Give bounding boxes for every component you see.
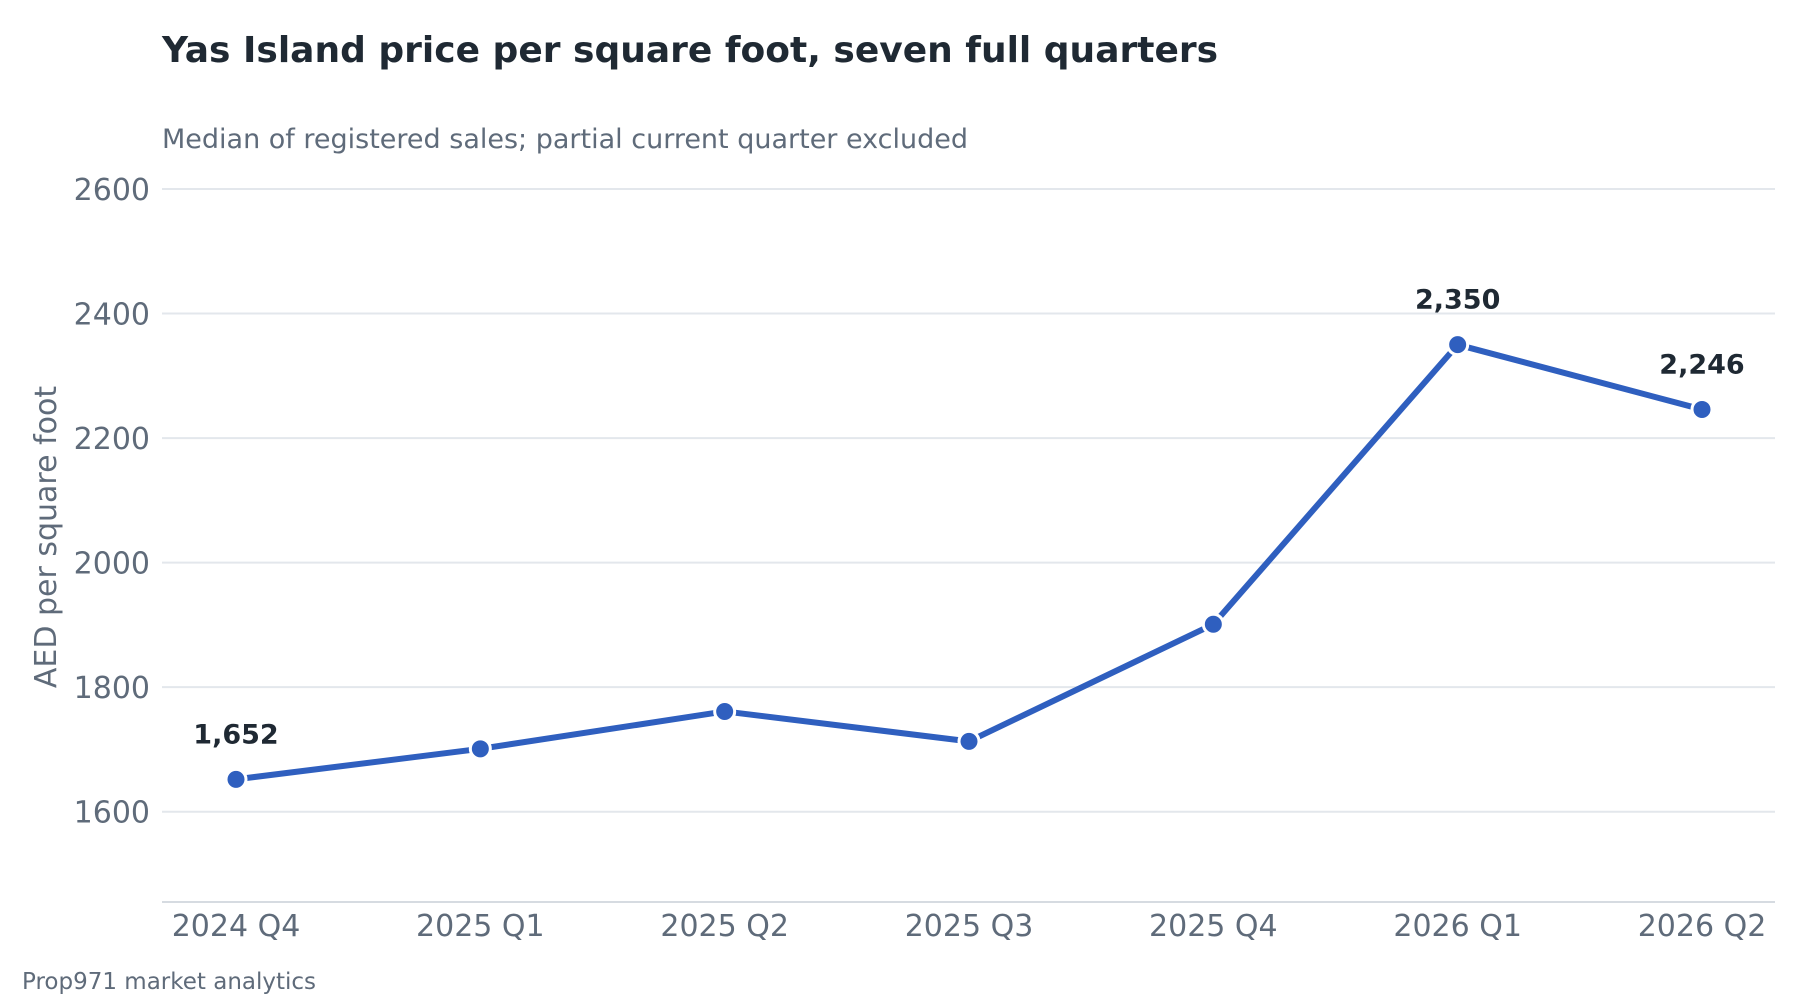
data-point (1201, 612, 1225, 636)
data-label: 1,652 (193, 719, 278, 750)
x-tick-label: 2024 Q4 (172, 909, 301, 944)
y-tick-label: 2000 (74, 547, 150, 582)
data-point (468, 737, 492, 761)
y-tick-label: 2200 (74, 422, 150, 457)
chart-title: Yas Island price per square foot, seven … (161, 30, 1218, 71)
data-point (713, 699, 737, 723)
x-tick-label: 2025 Q2 (660, 909, 789, 944)
gridlines (162, 188, 1775, 813)
x-tick-label: 2025 Q3 (905, 909, 1034, 944)
y-axis-ticks: 1600 1800 2000 2200 2400 2600 (74, 173, 150, 831)
y-tick-label: 2400 (74, 298, 150, 333)
y-tick-label: 1600 (74, 796, 150, 831)
data-point (957, 729, 981, 753)
x-axis-ticks: 2024 Q4 2025 Q1 2025 Q2 2025 Q3 2025 Q4 2026 … (172, 909, 1767, 944)
y-tick-label: 1800 (74, 671, 150, 706)
x-tick-label: 2026 Q1 (1393, 909, 1522, 944)
data-point (1446, 333, 1470, 357)
chart-subtitle: Median of registered sales; partial curr… (162, 124, 968, 155)
data-label: 2,350 (1415, 285, 1500, 316)
x-tick-label: 2025 Q4 (1149, 909, 1278, 944)
x-tick-label: 2026 Q2 (1638, 909, 1767, 944)
y-axis-label: AED per square foot (29, 386, 64, 688)
data-labels: 1,652 2,350 2,246 (193, 285, 1744, 751)
x-tick-label: 2025 Q1 (416, 909, 545, 944)
data-point (224, 767, 248, 791)
y-tick-label: 2600 (74, 173, 150, 208)
data-label: 2,246 (1659, 349, 1744, 380)
series-layer (224, 333, 1714, 791)
source-note: Prop971 market analytics (22, 969, 316, 995)
data-point (1690, 397, 1714, 421)
